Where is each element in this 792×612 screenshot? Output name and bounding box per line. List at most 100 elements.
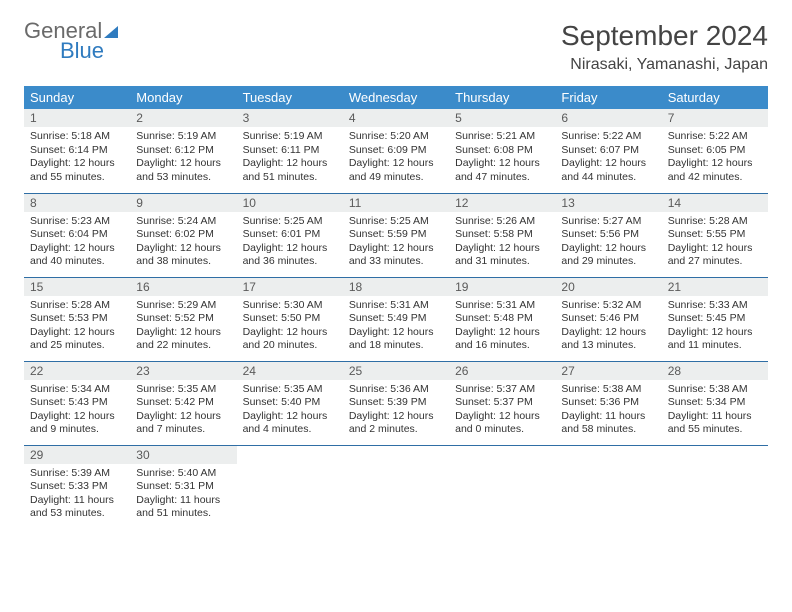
day-details: Sunrise: 5:36 AMSunset: 5:39 PMDaylight:… [343, 380, 449, 442]
day-details: Sunrise: 5:25 AMSunset: 5:59 PMDaylight:… [343, 212, 449, 274]
day-details: Sunrise: 5:34 AMSunset: 5:43 PMDaylight:… [24, 380, 130, 442]
day-details: Sunrise: 5:31 AMSunset: 5:49 PMDaylight:… [343, 296, 449, 358]
day-number: 6 [555, 109, 661, 127]
day-number: 30 [130, 446, 236, 464]
day-details: Sunrise: 5:19 AMSunset: 6:12 PMDaylight:… [130, 127, 236, 189]
month-title: September 2024 [561, 20, 768, 52]
weekday-header: Thursday [449, 86, 555, 109]
weekday-header: Saturday [662, 86, 768, 109]
calendar-cell: 6Sunrise: 5:22 AMSunset: 6:07 PMDaylight… [555, 109, 661, 193]
location-text: Nirasaki, Yamanashi, Japan [561, 56, 768, 74]
day-details: Sunrise: 5:39 AMSunset: 5:33 PMDaylight:… [24, 464, 130, 526]
day-number: 14 [662, 194, 768, 212]
weekday-header: Wednesday [343, 86, 449, 109]
day-details: Sunrise: 5:22 AMSunset: 6:05 PMDaylight:… [662, 127, 768, 189]
day-number: 24 [237, 362, 343, 380]
logo: General Blue [24, 20, 118, 62]
day-number: 18 [343, 278, 449, 296]
calendar-cell: 8Sunrise: 5:23 AMSunset: 6:04 PMDaylight… [24, 193, 130, 277]
day-number: 29 [24, 446, 130, 464]
day-details: Sunrise: 5:28 AMSunset: 5:53 PMDaylight:… [24, 296, 130, 358]
logo-triangle-icon [104, 26, 118, 38]
calendar-cell [662, 445, 768, 529]
day-details: Sunrise: 5:29 AMSunset: 5:52 PMDaylight:… [130, 296, 236, 358]
day-details: Sunrise: 5:19 AMSunset: 6:11 PMDaylight:… [237, 127, 343, 189]
day-number: 22 [24, 362, 130, 380]
day-number: 20 [555, 278, 661, 296]
calendar-cell: 3Sunrise: 5:19 AMSunset: 6:11 PMDaylight… [237, 109, 343, 193]
calendar-cell: 26Sunrise: 5:37 AMSunset: 5:37 PMDayligh… [449, 361, 555, 445]
calendar-cell: 24Sunrise: 5:35 AMSunset: 5:40 PMDayligh… [237, 361, 343, 445]
calendar-header-row: SundayMondayTuesdayWednesdayThursdayFrid… [24, 86, 768, 109]
calendar-cell: 25Sunrise: 5:36 AMSunset: 5:39 PMDayligh… [343, 361, 449, 445]
day-details: Sunrise: 5:33 AMSunset: 5:45 PMDaylight:… [662, 296, 768, 358]
calendar-cell: 10Sunrise: 5:25 AMSunset: 6:01 PMDayligh… [237, 193, 343, 277]
day-number: 8 [24, 194, 130, 212]
weekday-header: Monday [130, 86, 236, 109]
calendar-body: 1Sunrise: 5:18 AMSunset: 6:14 PMDaylight… [24, 109, 768, 529]
day-details: Sunrise: 5:27 AMSunset: 5:56 PMDaylight:… [555, 212, 661, 274]
calendar-cell [555, 445, 661, 529]
day-details: Sunrise: 5:40 AMSunset: 5:31 PMDaylight:… [130, 464, 236, 526]
weekday-header: Friday [555, 86, 661, 109]
day-number: 1 [24, 109, 130, 127]
day-details: Sunrise: 5:24 AMSunset: 6:02 PMDaylight:… [130, 212, 236, 274]
calendar-cell: 4Sunrise: 5:20 AMSunset: 6:09 PMDaylight… [343, 109, 449, 193]
day-number: 17 [237, 278, 343, 296]
day-number: 27 [555, 362, 661, 380]
calendar-cell: 13Sunrise: 5:27 AMSunset: 5:56 PMDayligh… [555, 193, 661, 277]
weekday-header: Sunday [24, 86, 130, 109]
day-number: 26 [449, 362, 555, 380]
day-number: 11 [343, 194, 449, 212]
day-details: Sunrise: 5:28 AMSunset: 5:55 PMDaylight:… [662, 212, 768, 274]
calendar-cell: 11Sunrise: 5:25 AMSunset: 5:59 PMDayligh… [343, 193, 449, 277]
calendar-cell: 14Sunrise: 5:28 AMSunset: 5:55 PMDayligh… [662, 193, 768, 277]
day-number: 25 [343, 362, 449, 380]
day-details: Sunrise: 5:21 AMSunset: 6:08 PMDaylight:… [449, 127, 555, 189]
calendar-table: SundayMondayTuesdayWednesdayThursdayFrid… [24, 86, 768, 529]
day-details: Sunrise: 5:38 AMSunset: 5:36 PMDaylight:… [555, 380, 661, 442]
day-details: Sunrise: 5:37 AMSunset: 5:37 PMDaylight:… [449, 380, 555, 442]
day-details: Sunrise: 5:25 AMSunset: 6:01 PMDaylight:… [237, 212, 343, 274]
day-number: 23 [130, 362, 236, 380]
day-number: 2 [130, 109, 236, 127]
day-details: Sunrise: 5:38 AMSunset: 5:34 PMDaylight:… [662, 380, 768, 442]
calendar-cell [449, 445, 555, 529]
calendar-cell: 7Sunrise: 5:22 AMSunset: 6:05 PMDaylight… [662, 109, 768, 193]
calendar-cell: 12Sunrise: 5:26 AMSunset: 5:58 PMDayligh… [449, 193, 555, 277]
day-details: Sunrise: 5:26 AMSunset: 5:58 PMDaylight:… [449, 212, 555, 274]
day-details: Sunrise: 5:30 AMSunset: 5:50 PMDaylight:… [237, 296, 343, 358]
day-details: Sunrise: 5:23 AMSunset: 6:04 PMDaylight:… [24, 212, 130, 274]
calendar-cell: 2Sunrise: 5:19 AMSunset: 6:12 PMDaylight… [130, 109, 236, 193]
calendar-cell [237, 445, 343, 529]
calendar-cell: 20Sunrise: 5:32 AMSunset: 5:46 PMDayligh… [555, 277, 661, 361]
day-details: Sunrise: 5:32 AMSunset: 5:46 PMDaylight:… [555, 296, 661, 358]
day-number: 4 [343, 109, 449, 127]
day-number: 15 [24, 278, 130, 296]
day-number: 7 [662, 109, 768, 127]
calendar-cell [343, 445, 449, 529]
calendar-cell: 15Sunrise: 5:28 AMSunset: 5:53 PMDayligh… [24, 277, 130, 361]
calendar-cell: 16Sunrise: 5:29 AMSunset: 5:52 PMDayligh… [130, 277, 236, 361]
day-details: Sunrise: 5:35 AMSunset: 5:42 PMDaylight:… [130, 380, 236, 442]
calendar-cell: 18Sunrise: 5:31 AMSunset: 5:49 PMDayligh… [343, 277, 449, 361]
calendar-cell: 17Sunrise: 5:30 AMSunset: 5:50 PMDayligh… [237, 277, 343, 361]
calendar-cell: 21Sunrise: 5:33 AMSunset: 5:45 PMDayligh… [662, 277, 768, 361]
day-number: 10 [237, 194, 343, 212]
header: General Blue September 2024 Nirasaki, Ya… [24, 20, 768, 74]
day-number: 28 [662, 362, 768, 380]
day-number: 9 [130, 194, 236, 212]
calendar-cell: 9Sunrise: 5:24 AMSunset: 6:02 PMDaylight… [130, 193, 236, 277]
day-details: Sunrise: 5:22 AMSunset: 6:07 PMDaylight:… [555, 127, 661, 189]
day-number: 16 [130, 278, 236, 296]
title-block: September 2024 Nirasaki, Yamanashi, Japa… [561, 20, 768, 74]
calendar-cell: 1Sunrise: 5:18 AMSunset: 6:14 PMDaylight… [24, 109, 130, 193]
day-details: Sunrise: 5:31 AMSunset: 5:48 PMDaylight:… [449, 296, 555, 358]
day-number: 19 [449, 278, 555, 296]
day-details: Sunrise: 5:35 AMSunset: 5:40 PMDaylight:… [237, 380, 343, 442]
day-number: 21 [662, 278, 768, 296]
calendar-cell: 19Sunrise: 5:31 AMSunset: 5:48 PMDayligh… [449, 277, 555, 361]
day-details: Sunrise: 5:18 AMSunset: 6:14 PMDaylight:… [24, 127, 130, 189]
calendar-cell: 5Sunrise: 5:21 AMSunset: 6:08 PMDaylight… [449, 109, 555, 193]
day-details: Sunrise: 5:20 AMSunset: 6:09 PMDaylight:… [343, 127, 449, 189]
